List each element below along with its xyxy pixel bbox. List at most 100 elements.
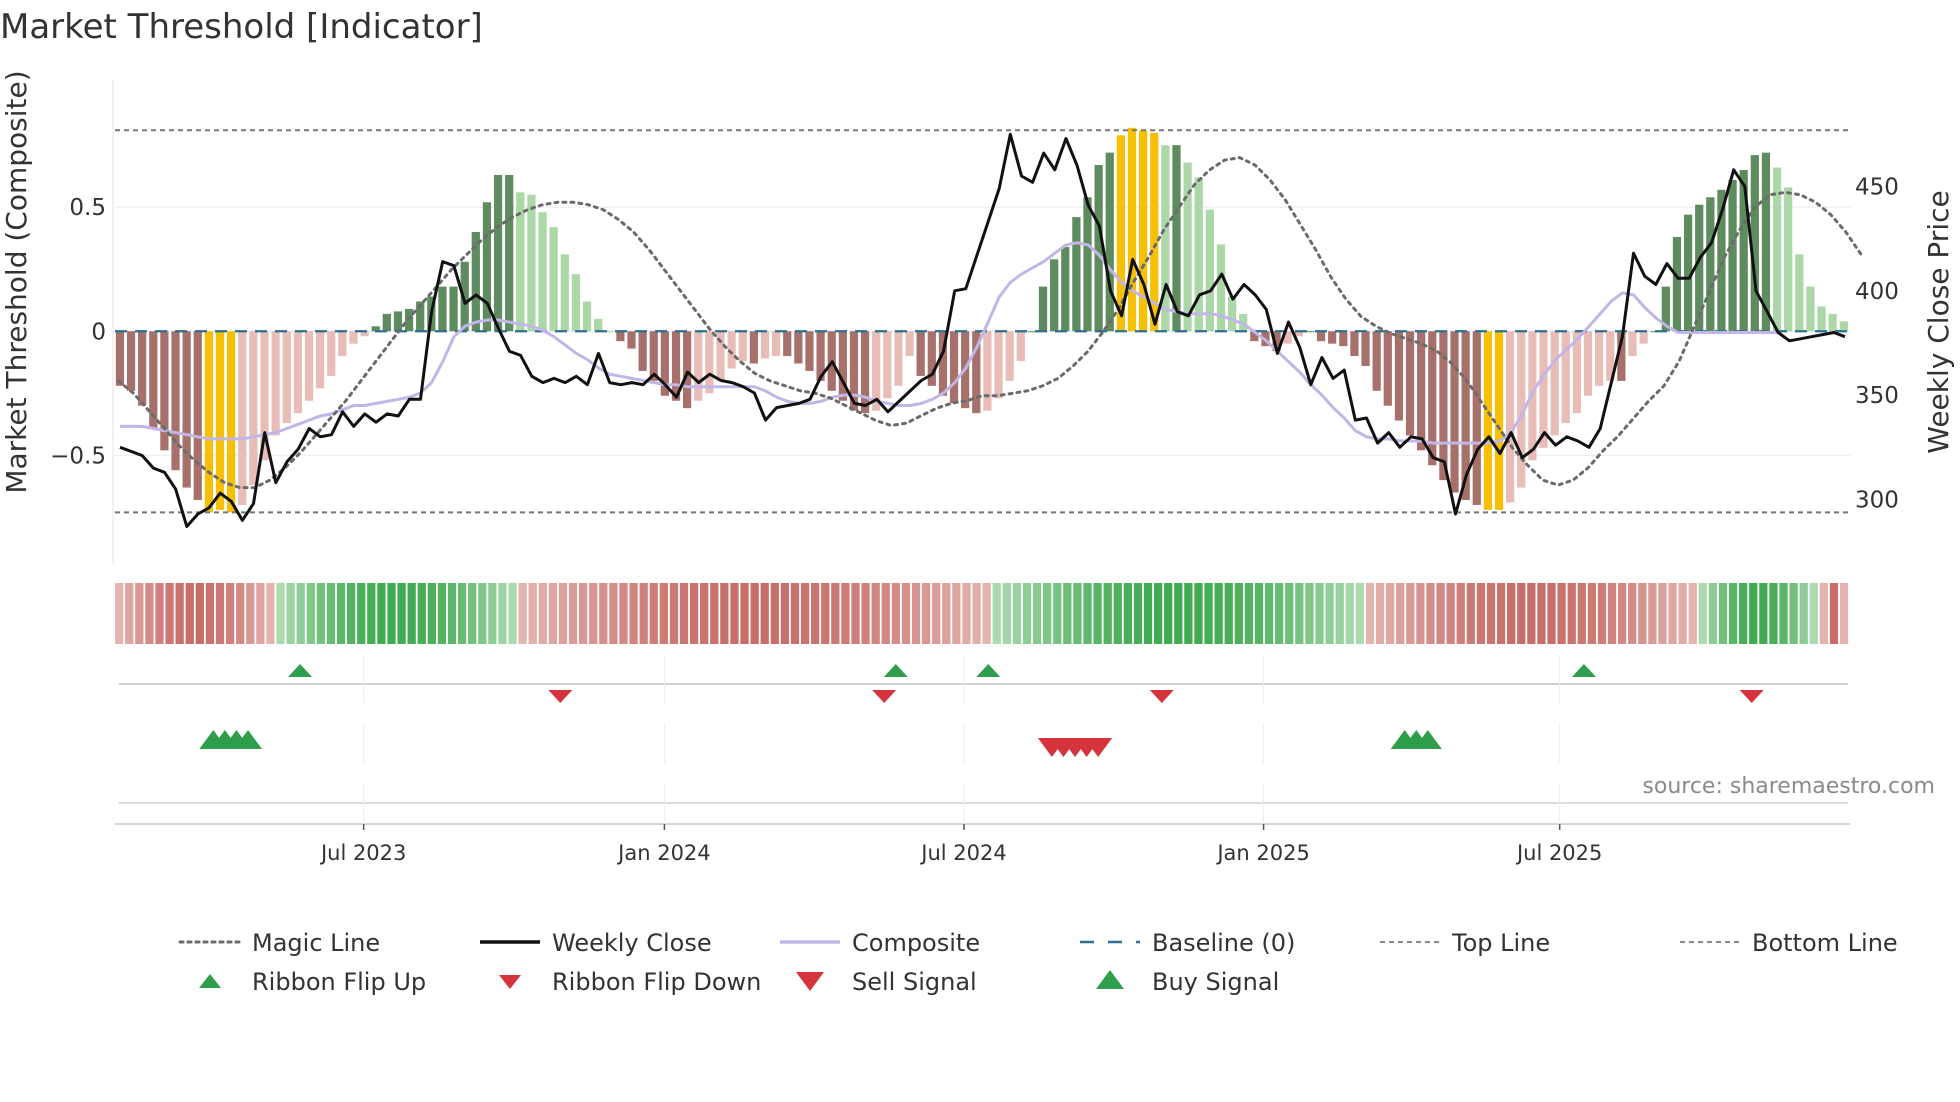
ribbon-cell [649, 583, 658, 644]
ribbon-cell [1123, 583, 1132, 644]
ribbon-flip-up-marker [883, 664, 908, 677]
legend-item: Buy Signal [1096, 968, 1279, 996]
date-axis: Jul 2023 Jan 2024 Jul 2024 Jan 2025 Jul 2025 [319, 824, 1602, 865]
composite-bar [1683, 214, 1693, 332]
ribbon-cell [710, 583, 719, 644]
composite-bar [983, 331, 992, 411]
right-tick-label: 450 [1855, 174, 1899, 200]
ribbon-cell [609, 583, 618, 644]
composite-bar [916, 331, 925, 376]
ribbon-flip-down-marker [1739, 690, 1764, 703]
ribbon-cell [1557, 583, 1566, 644]
composite-bar [1839, 321, 1848, 332]
composite-bar [616, 331, 625, 342]
ribbon-cell [367, 583, 376, 644]
composite-bar [994, 331, 1003, 399]
ribbon-cell [639, 583, 648, 644]
composite-bar [1361, 331, 1370, 366]
composite-bar [1183, 162, 1192, 332]
composite-bar [1672, 236, 1682, 332]
ribbon-cell [407, 583, 416, 644]
ribbon-cell [1547, 583, 1556, 644]
ribbon-cell [1658, 583, 1667, 644]
ribbon-cell [1315, 583, 1324, 644]
composite-bar [1394, 331, 1404, 421]
date-tick-label: Jul 2024 [919, 841, 1006, 865]
ribbon-cell [1153, 583, 1163, 644]
composite-bar [1016, 331, 1025, 362]
composite-bar [1428, 331, 1437, 466]
composite-bar [949, 331, 959, 404]
legend-swatch [796, 972, 824, 991]
composite-bar [138, 331, 147, 406]
ribbon-cell [558, 583, 568, 644]
composite-bar [505, 174, 514, 332]
ribbon-cell [962, 583, 971, 644]
axis-ticks: 0.5 0 −0.5 450 400 350 300 [50, 174, 1899, 513]
ribbon-cell [1839, 583, 1849, 644]
ribbon-cell [1507, 583, 1516, 644]
ribbon-cell [780, 583, 790, 644]
composite-bar [716, 331, 725, 381]
composite-bar [238, 331, 247, 505]
composite-bar [1216, 244, 1226, 332]
composite-bar [627, 331, 636, 349]
composite-bar [460, 261, 469, 332]
ribbon-cell [1829, 583, 1839, 644]
ribbon-cell [1194, 583, 1203, 644]
composite-bar [1483, 331, 1493, 510]
ribbon-cell [1577, 583, 1586, 644]
composite-bar [1328, 331, 1337, 344]
ribbon-cell [1587, 583, 1597, 644]
ribbon-cell [1103, 583, 1112, 644]
composite-bar [1828, 313, 1837, 332]
composite-bar [1105, 152, 1114, 332]
ribbon-cell [982, 583, 991, 644]
ribbon-flip-down-marker [872, 690, 897, 703]
ribbon-cell [730, 583, 739, 644]
composite-bar [1205, 209, 1214, 332]
composite-bar [783, 331, 792, 357]
ribbon-cell [901, 583, 911, 644]
composite-bar [204, 331, 214, 513]
ribbon-cell [1456, 583, 1465, 644]
ribbon-cell [1567, 583, 1576, 644]
legend-item: Composite [780, 929, 980, 957]
left-axis-label: Market Threshold (Composite) [0, 70, 33, 493]
composite-bar [471, 232, 480, 332]
ribbon-cell [589, 583, 598, 644]
ribbon-cell [1305, 583, 1314, 644]
ribbon-cell [1275, 583, 1284, 644]
left-tick-label: 0 [91, 319, 106, 345]
ribbon-cell [861, 583, 870, 644]
composite-bar [1661, 286, 1670, 332]
ribbon-cell [1708, 583, 1718, 644]
legend-item: Ribbon Flip Up [199, 968, 426, 996]
ribbon-cell [417, 583, 426, 644]
ribbon-cell [891, 583, 900, 644]
ribbon-cell [155, 583, 164, 644]
composite-bar [1695, 204, 1704, 332]
ribbon-cell [790, 583, 800, 644]
source-credit: source: sharemaestro.com [1642, 774, 1935, 799]
composite-bar [594, 318, 603, 332]
ribbon-cell [225, 583, 235, 644]
legend-label: Baseline (0) [1152, 929, 1295, 957]
ribbon-cell [145, 583, 154, 644]
composite-bar [1572, 331, 1581, 414]
composite-bar [193, 331, 202, 500]
ribbon-cell [659, 583, 668, 644]
composite-bar [1461, 331, 1470, 500]
left-tick-label: −0.5 [50, 443, 106, 469]
ribbon-cell [1264, 583, 1274, 644]
date-tick-label: Jul 2025 [1515, 841, 1602, 865]
ribbon-cell [841, 583, 850, 644]
composite-bar [1795, 254, 1804, 332]
ribbon-cell [1648, 583, 1657, 644]
ribbon-cell [1718, 583, 1728, 644]
buy-signal-marker [1413, 730, 1442, 749]
ribbon-cell [1678, 583, 1687, 644]
composite-bar [749, 331, 758, 364]
composite-bar [727, 331, 736, 369]
